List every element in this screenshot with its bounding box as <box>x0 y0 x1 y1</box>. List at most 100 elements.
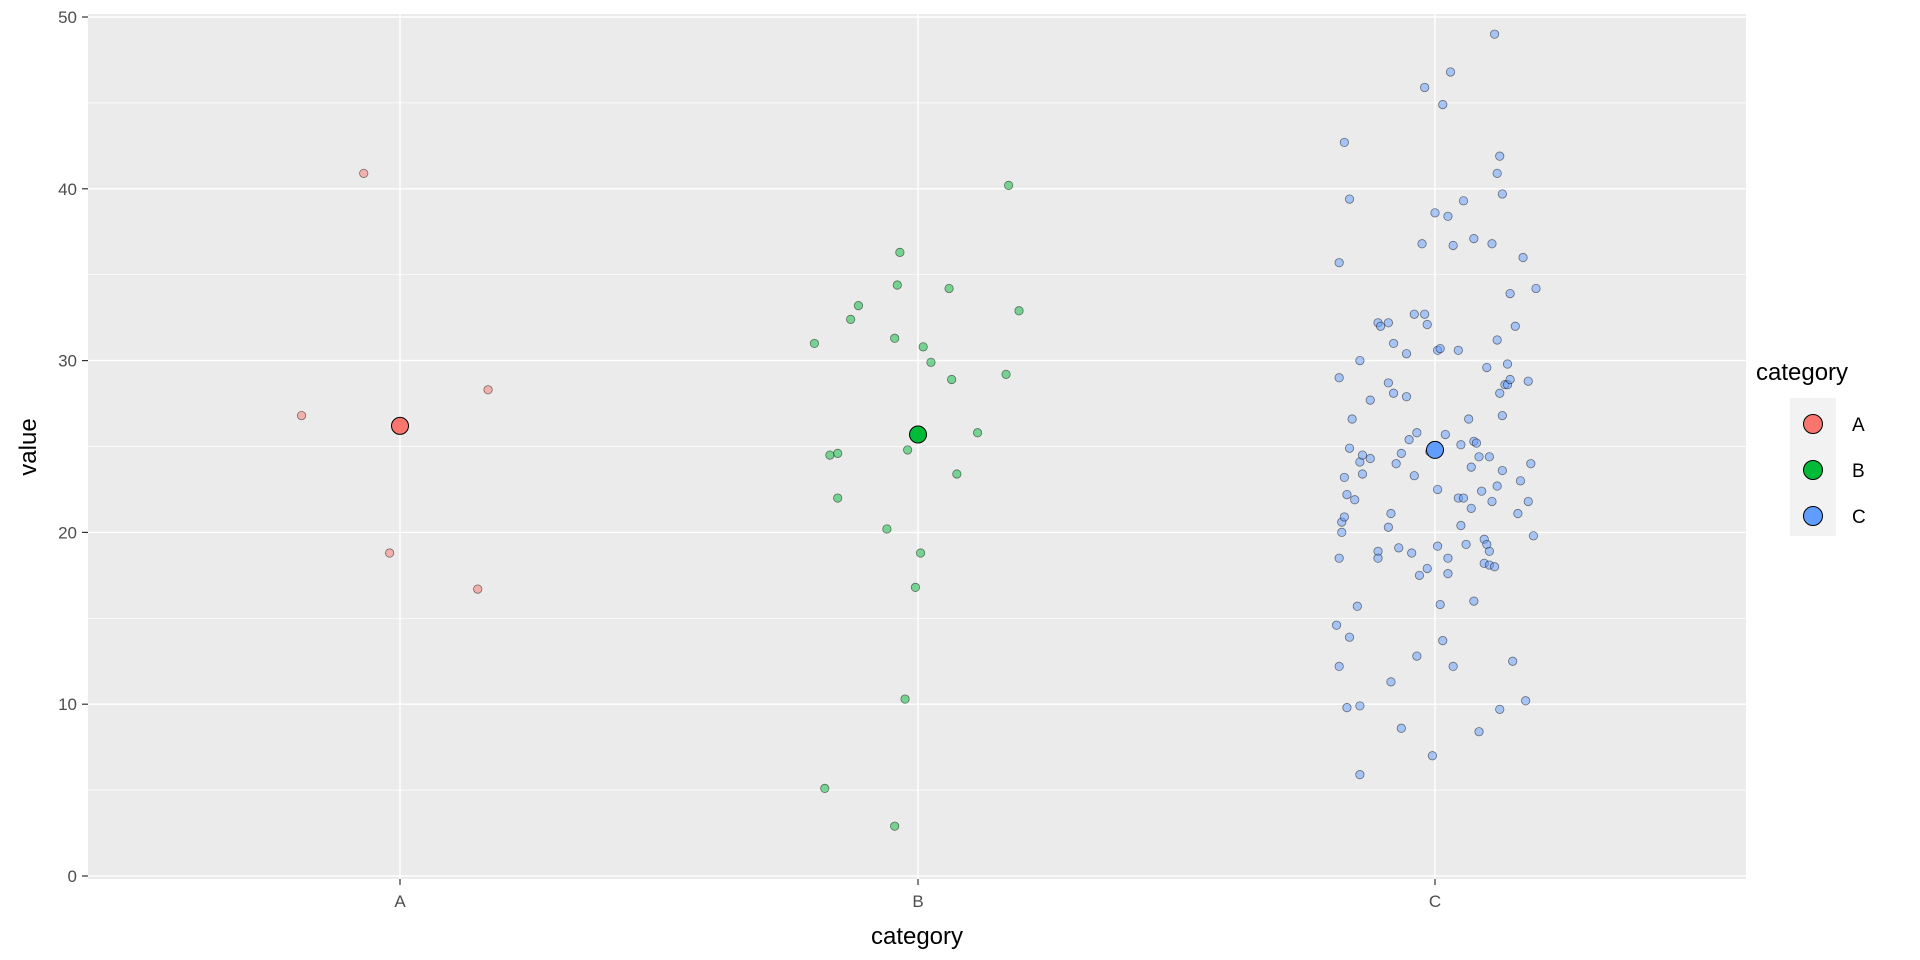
data-point <box>882 524 892 534</box>
data-point <box>1417 239 1427 249</box>
y-tick-label: 0 <box>68 867 77 886</box>
data-point <box>1492 335 1502 345</box>
data-point <box>1445 67 1456 77</box>
legend-key <box>1803 460 1823 480</box>
data-point <box>1412 651 1422 661</box>
data-point <box>833 493 843 503</box>
data-point <box>1523 376 1533 386</box>
data-point <box>1495 704 1505 714</box>
data-point <box>1355 355 1365 366</box>
y-tick-label: 10 <box>58 695 77 714</box>
data-point <box>892 280 902 290</box>
data-point <box>1438 100 1448 110</box>
data-point <box>1474 727 1484 737</box>
data-point <box>1487 239 1497 249</box>
x-tick-label: B <box>912 892 923 911</box>
y-tick-label: 20 <box>58 523 77 542</box>
y-axis-title: value <box>15 418 42 475</box>
data-point <box>918 342 928 352</box>
data-point <box>1489 562 1500 572</box>
data-point <box>1497 410 1507 421</box>
data-point <box>1373 553 1383 563</box>
data-point <box>1469 234 1479 244</box>
mean-point <box>391 416 409 435</box>
legend-label: B <box>1852 461 1865 482</box>
data-point <box>1464 414 1474 424</box>
data-point <box>1014 306 1024 316</box>
data-point <box>1432 541 1443 551</box>
data-point <box>1334 553 1344 563</box>
data-point <box>1435 599 1445 610</box>
legend-label: A <box>1852 415 1865 436</box>
data-point <box>1376 321 1386 331</box>
data-point <box>1422 319 1432 330</box>
x-tick-label: A <box>394 892 406 911</box>
data-point <box>1350 495 1360 505</box>
data-point <box>1355 701 1365 711</box>
data-point <box>1388 388 1399 398</box>
data-point <box>1443 553 1453 563</box>
data-point <box>1414 570 1425 580</box>
data-point <box>1471 438 1482 448</box>
data-point <box>1344 194 1355 204</box>
data-point <box>1435 343 1445 354</box>
data-point <box>1386 508 1396 519</box>
data-point <box>1383 378 1393 388</box>
data-point <box>1422 563 1432 574</box>
data-point <box>1484 452 1494 462</box>
data-point <box>1407 548 1417 558</box>
data-point <box>1404 435 1414 445</box>
data-point <box>1521 696 1531 706</box>
data-point <box>1352 601 1362 611</box>
data-point <box>1456 520 1466 531</box>
data-point <box>359 168 369 178</box>
data-point <box>1484 546 1494 556</box>
data-point <box>1001 369 1011 379</box>
data-point <box>1409 471 1419 481</box>
data-point <box>1502 359 1513 369</box>
data-point <box>1495 151 1505 161</box>
data-point <box>1412 428 1422 438</box>
data-point <box>1489 29 1500 39</box>
data-point <box>1396 448 1406 458</box>
data-point <box>1443 569 1453 579</box>
mean-points <box>391 416 1444 459</box>
data-point <box>1427 751 1438 761</box>
legend-label: C <box>1852 507 1866 528</box>
data-point <box>1401 392 1412 402</box>
y-axis: 0 10 20 30 40 50 <box>58 8 88 886</box>
data-point <box>1497 465 1507 476</box>
data-point <box>1474 452 1484 462</box>
y-tick-label: 50 <box>58 8 77 27</box>
data-point <box>890 821 900 831</box>
data-point <box>820 783 830 793</box>
y-tick-label: 40 <box>58 180 77 199</box>
data-point <box>1432 484 1443 495</box>
data-point <box>1487 496 1497 507</box>
data-point <box>900 694 910 704</box>
data-point <box>1420 309 1430 319</box>
mean-point <box>909 425 927 444</box>
data-point <box>1394 543 1404 553</box>
data-point <box>1531 283 1541 294</box>
data-point <box>1515 476 1526 486</box>
data-point <box>1409 309 1419 319</box>
data-point <box>1334 373 1344 383</box>
data-point <box>1357 469 1368 479</box>
data-point <box>473 584 483 594</box>
data-point <box>1339 137 1349 148</box>
data-point <box>1440 429 1450 440</box>
data-point <box>1339 472 1349 483</box>
data-point <box>895 247 905 257</box>
x-axis: A B C <box>394 879 1441 911</box>
data-point <box>1497 189 1507 199</box>
data-point <box>1510 321 1520 331</box>
data-point <box>296 410 307 421</box>
data-point <box>1396 723 1406 733</box>
data-point <box>1526 459 1536 469</box>
data-point <box>1495 388 1505 398</box>
data-point <box>1458 493 1469 503</box>
data-point <box>1420 82 1430 93</box>
data-point <box>1438 636 1448 646</box>
